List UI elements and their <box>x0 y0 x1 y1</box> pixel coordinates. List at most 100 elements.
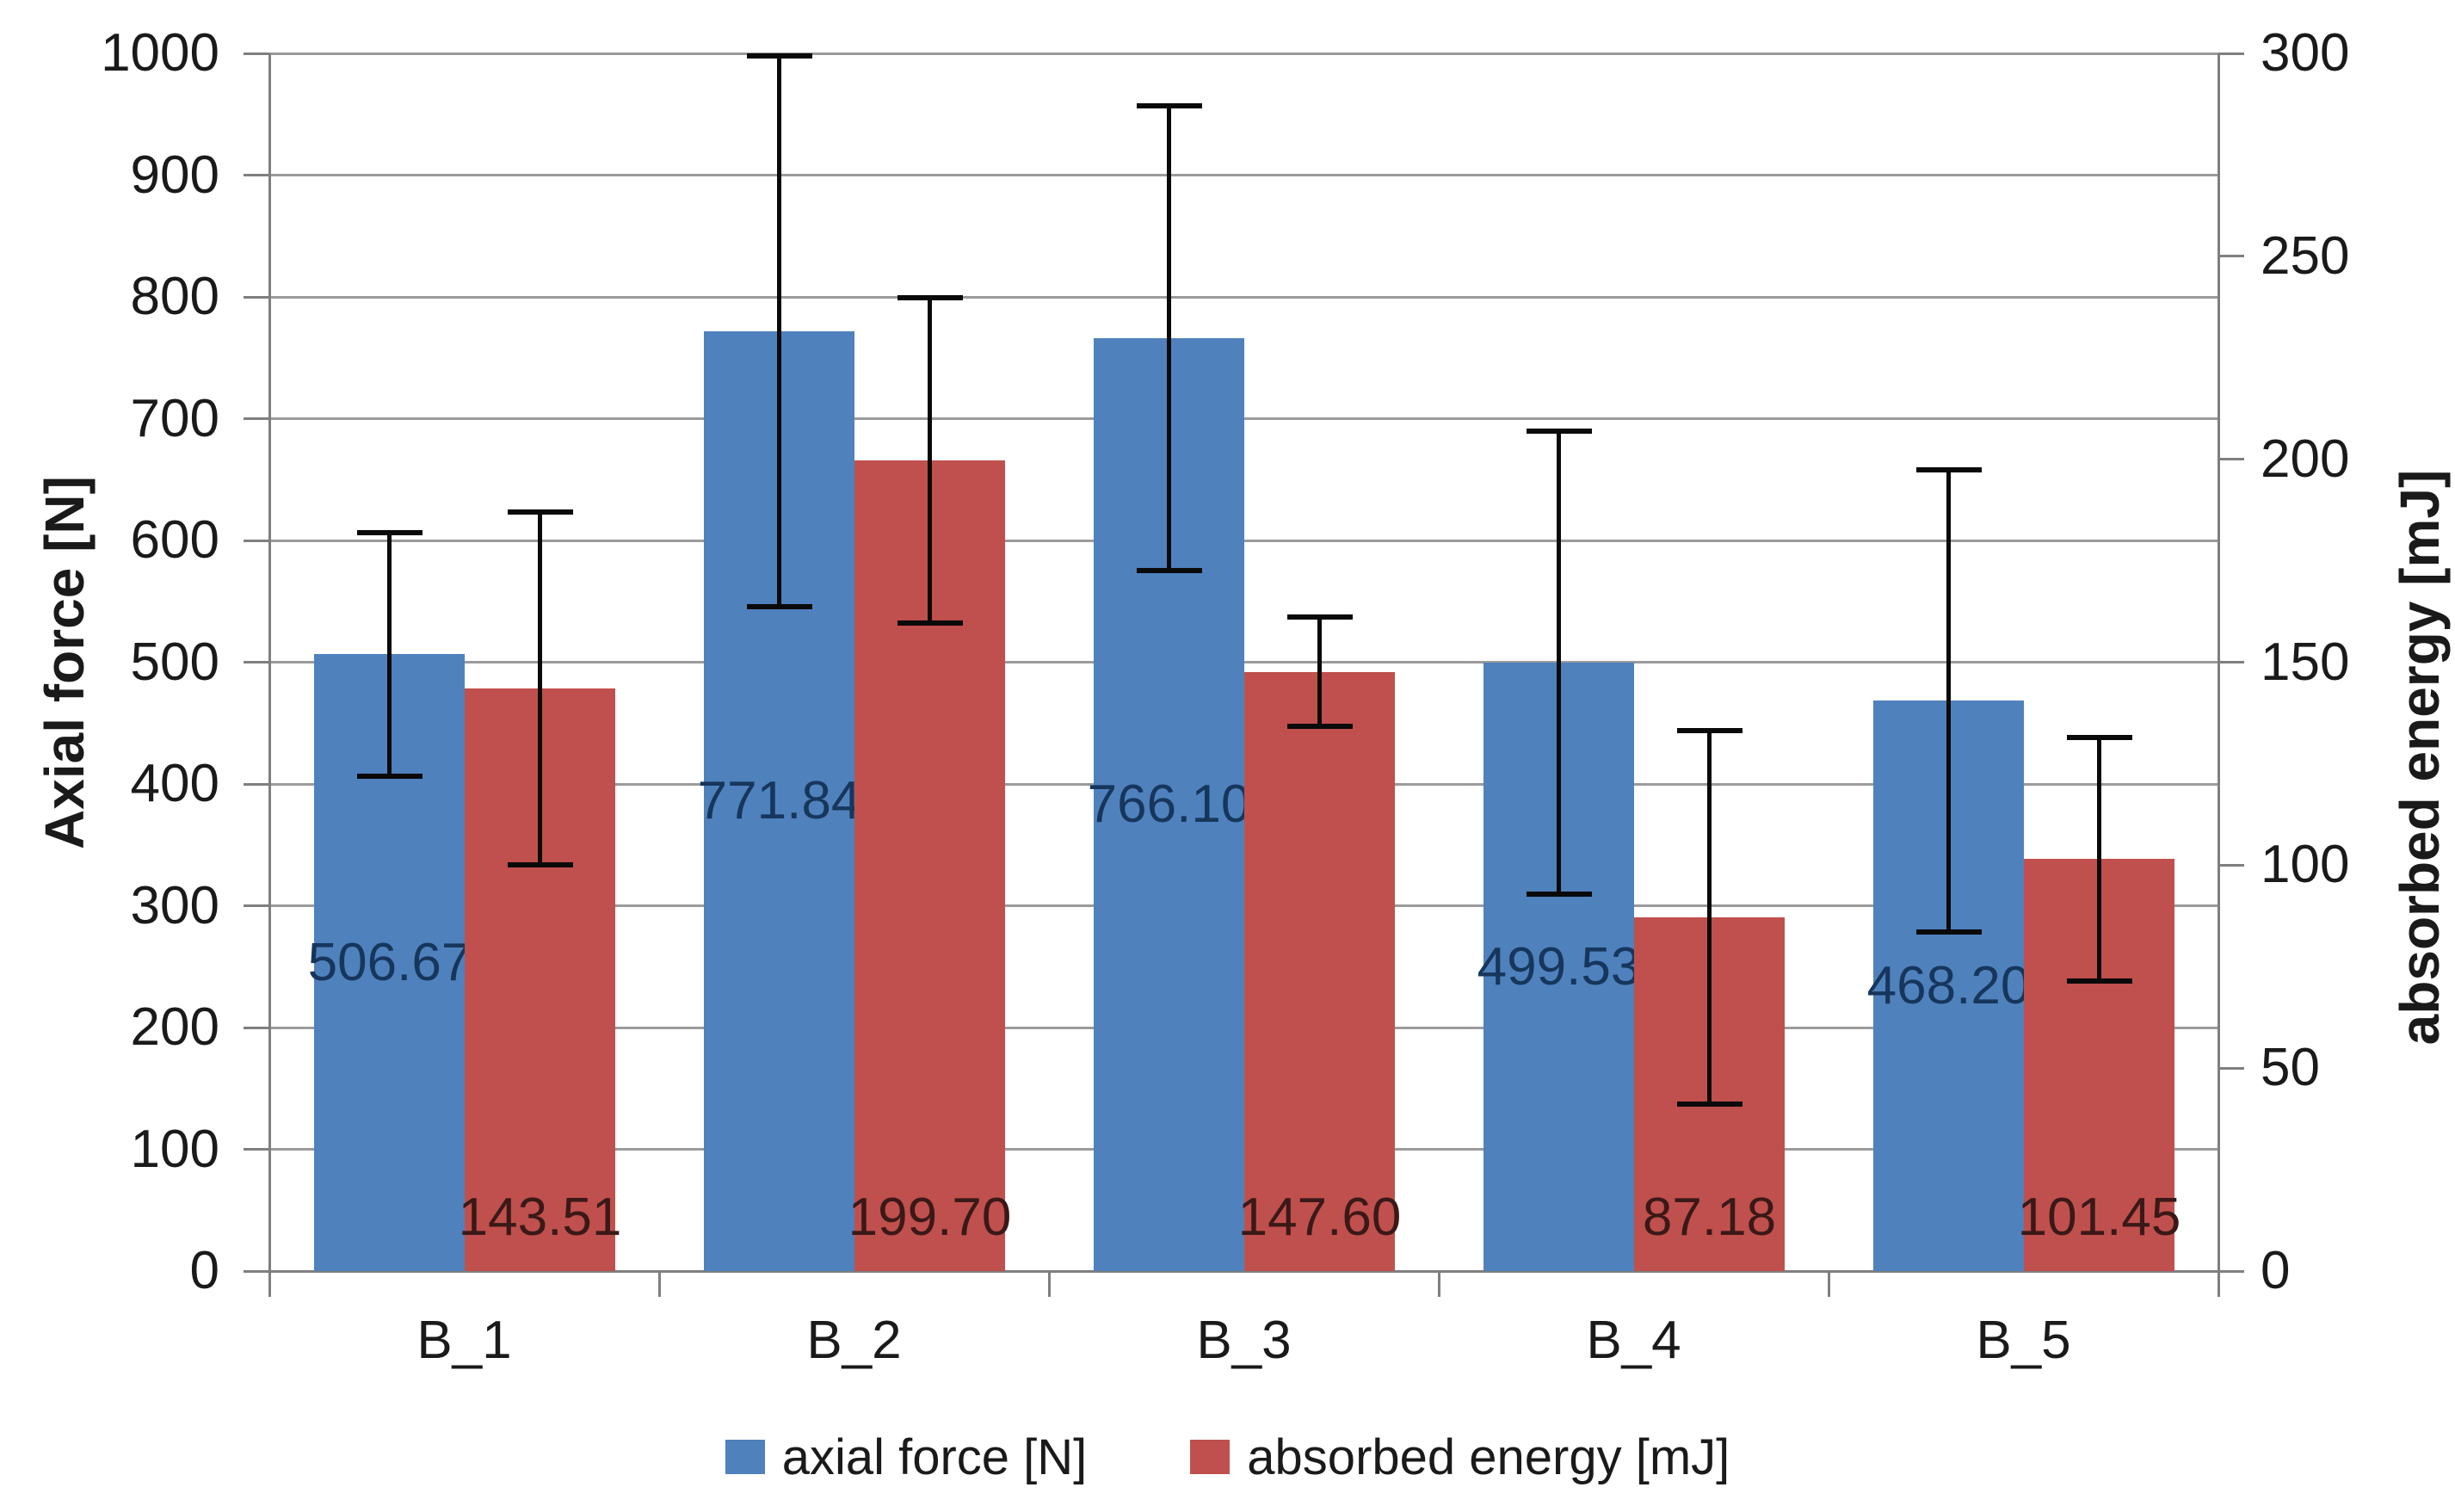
right-axis-title: absorbed energy [mJ] <box>2389 469 2451 1046</box>
error-bar-line <box>1707 730 1712 1104</box>
left-axis-tick <box>244 539 269 542</box>
left-axis-tick <box>244 417 269 420</box>
right-axis-tick-label: 150 <box>2261 632 2350 692</box>
category-label: B_4 <box>1586 1311 1681 1370</box>
x-axis-line <box>269 1269 2218 1273</box>
error-bar-cap-top <box>356 529 423 535</box>
error-bar-cap-bottom <box>1286 724 1353 730</box>
gridline <box>269 52 2218 55</box>
error-bar-line <box>387 532 392 776</box>
error-bar-cap-top <box>1286 614 1353 620</box>
bottom-axis-tick <box>1827 1271 1830 1297</box>
right-axis-tick <box>2218 1066 2244 1070</box>
gridline <box>269 295 2218 299</box>
legend-label: absorbed energy [mJ] <box>1247 1429 1730 1485</box>
left-axis-line <box>268 53 271 1271</box>
left-axis-tick-label: 800 <box>130 267 219 326</box>
left-axis-tick-label: 900 <box>130 145 219 205</box>
category-label: B_3 <box>1196 1311 1292 1370</box>
error-bar-cap-bottom <box>2066 978 2132 984</box>
error-bar-cap-top <box>507 509 573 515</box>
error-bar-cap-top <box>1526 429 1592 435</box>
error-bar-line <box>1167 105 1171 571</box>
right-axis-tick-label: 100 <box>2261 835 2350 895</box>
error-bar-line <box>1946 469 1951 933</box>
right-axis-tick-label: 200 <box>2261 429 2350 489</box>
right-axis-tick <box>2218 1269 2244 1273</box>
error-bar-cap-top <box>2066 734 2132 740</box>
bottom-axis-tick <box>2217 1271 2220 1297</box>
left-axis-tick <box>244 1148 269 1151</box>
bar-absorbed-energy-mJ--B_3 <box>1244 671 1395 1271</box>
legend-item: absorbed energy [mJ] <box>1190 1429 1730 1486</box>
left-axis-tick-label: 500 <box>130 632 219 692</box>
bottom-axis-tick <box>1437 1271 1440 1297</box>
left-axis-tick <box>244 1026 269 1029</box>
error-bar-line <box>1557 431 1561 894</box>
error-bar-cap-top <box>897 295 963 301</box>
data-label: 771.84 <box>697 770 861 830</box>
data-label: 506.67 <box>307 932 472 992</box>
error-bar-line <box>1317 617 1322 727</box>
left-axis-tick <box>244 904 269 907</box>
data-label: 87.18 <box>1642 1188 1777 1247</box>
error-bar-cap-bottom <box>1136 568 1202 574</box>
gridline <box>269 174 2218 176</box>
error-bar-cap-bottom <box>507 862 573 868</box>
legend-swatch-icon <box>725 1440 765 1474</box>
error-bar-cap-bottom <box>897 620 963 626</box>
legend-label: axial force [N] <box>781 1429 1088 1485</box>
error-bar-cap-top <box>1676 727 1743 733</box>
right-axis-tick-label: 250 <box>2261 225 2350 286</box>
left-axis-tick <box>244 782 269 786</box>
error-bar-line <box>538 511 542 866</box>
error-bar-cap-top <box>746 53 812 59</box>
category-label: B_2 <box>806 1311 902 1370</box>
data-label: 143.51 <box>458 1188 622 1247</box>
bottom-axis-tick <box>268 1271 271 1297</box>
right-axis-tick <box>2218 661 2244 663</box>
error-bar-cap-top <box>1136 102 1202 108</box>
left-axis-tick <box>244 1269 269 1273</box>
left-axis-tick-label: 1000 <box>101 23 219 83</box>
left-axis-tick-label: 400 <box>130 754 219 813</box>
legend: axial force [N] absorbed energy [mJ] <box>0 1418 2455 1496</box>
right-axis-tick <box>2218 52 2244 55</box>
data-label: 147.60 <box>1237 1188 1402 1247</box>
error-bar-cap-bottom <box>1526 892 1592 897</box>
right-axis-tick <box>2218 255 2244 258</box>
data-label: 468.20 <box>1866 955 2031 1015</box>
error-bar-line <box>928 298 932 623</box>
left-axis-tick <box>244 174 269 176</box>
data-label: 199.70 <box>848 1188 1012 1247</box>
left-axis-tick <box>244 52 269 55</box>
data-label: 499.53 <box>1477 936 1641 997</box>
error-bar-cap-bottom <box>356 773 423 779</box>
bottom-axis-tick <box>657 1271 661 1297</box>
left-axis-tick-label: 600 <box>130 510 219 570</box>
data-label: 766.10 <box>1087 774 1251 834</box>
error-bar-cap-bottom <box>1676 1101 1743 1107</box>
left-axis-tick-label: 200 <box>130 997 219 1057</box>
left-axis-tick <box>244 295 269 299</box>
right-axis-tick-label: 0 <box>2261 1241 2291 1300</box>
right-axis-tick-label: 300 <box>2261 23 2350 83</box>
category-label: B_5 <box>1976 1311 2071 1370</box>
right-axis-tick <box>2218 863 2244 867</box>
left-axis-tick-label: 0 <box>189 1241 219 1300</box>
error-bar-cap-top <box>1915 466 1982 472</box>
error-bar-line <box>2097 737 2101 981</box>
bottom-axis-tick <box>1047 1271 1051 1297</box>
error-bar-cap-bottom <box>746 603 812 609</box>
legend-item: axial force [N] <box>725 1429 1088 1486</box>
error-bar-line <box>777 56 781 607</box>
category-label: B_1 <box>416 1311 512 1370</box>
legend-swatch-icon <box>1190 1440 1231 1474</box>
data-label: 101.45 <box>2017 1188 2181 1247</box>
left-axis-tick-label: 700 <box>130 388 219 448</box>
left-axis-tick-label: 100 <box>130 1119 219 1179</box>
left-axis-tick <box>244 661 269 663</box>
right-axis-tick <box>2218 458 2244 461</box>
error-bar-cap-bottom <box>1915 929 1982 935</box>
